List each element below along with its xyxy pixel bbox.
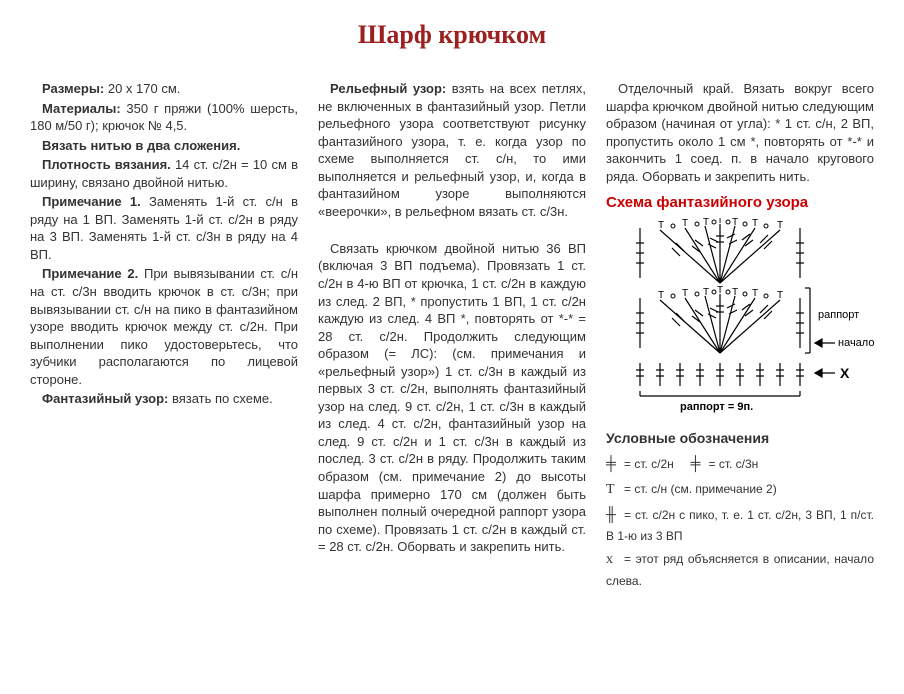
col1-density-label: Плотность вязания. (42, 157, 171, 172)
col1-sizes-text: 20 x 170 см. (104, 81, 180, 96)
fantasy-pattern-diagram: T T T T T T T (606, 218, 874, 413)
legend-title: Условные обозначения (606, 429, 874, 448)
svg-text:T: T (777, 220, 783, 231)
svg-text:T: T (703, 218, 709, 228)
col1-fantasy-label: Фантазийный узор: (42, 391, 168, 406)
svg-text:T: T (658, 290, 664, 301)
nachalo-label: начало (838, 337, 874, 349)
col2-relief-label: Рельефный узор: (330, 81, 446, 96)
col1-fantasy: Фантазийный узор: вязать по схеме. (30, 390, 298, 408)
scheme-title: Схема фантазийного узора (606, 193, 874, 213)
symbol-s3n-icon: ╪ (690, 454, 708, 476)
col1-materials-label: Материалы: (42, 101, 121, 116)
col1-fantasy-text: вязать по схеме. (168, 391, 272, 406)
legend-row-2: T= ст. с/н (см. примечание 2) (606, 479, 874, 501)
col3-edge: Отделочный край. Вязать вокруг всего шар… (606, 80, 874, 185)
svg-text:T: T (703, 287, 709, 298)
col1-note1: Примечание 1. Заменять 1-й ст. с/н в ряд… (30, 193, 298, 263)
x-label: X (840, 365, 850, 381)
legend-row-3: ╫= ст. с/2н с пико, т. е. 1 ст. с/2н, 3 … (606, 505, 874, 547)
legend-l2: = ст. с/н (см. примечание 2) (624, 482, 777, 496)
svg-text:T: T (752, 218, 758, 229)
rapport-v-label: раппорт (818, 309, 859, 321)
col1-materials: Материалы: 350 г пряжи (100% шерсть, 180… (30, 100, 298, 135)
col1-note2-text: При вывязывании ст. с/н на ст. с/3н ввод… (30, 266, 298, 386)
page-title: Шарф крючком (30, 20, 874, 50)
legend-l4: = этот ряд объясняется в описании, начал… (606, 552, 874, 587)
legend-row-4: x= этот ряд объясняется в описании, нача… (606, 549, 874, 591)
col1-note1-label: Примечание 1. (42, 194, 141, 209)
rapport-h-label: раппорт = 9п. (680, 401, 753, 413)
svg-text:T: T (717, 285, 723, 296)
column-2: Рельефный узор: взять на всех петлях, не… (318, 80, 586, 594)
symbol-x-icon: x (606, 549, 624, 571)
legend: ╪= ст. с/2н ╪= ст. с/3н T= ст. с/н (см. … (606, 454, 874, 591)
column-1: Размеры: 20 x 170 см. Материалы: 350 г п… (30, 80, 298, 594)
col2-relief: Рельефный узор: взять на всех петлях, не… (318, 80, 586, 220)
col1-note2: Примечание 2. При вывязывании ст. с/н на… (30, 265, 298, 388)
legend-l3: = ст. с/2н с пико, т. е. 1 ст. с/2н, 3 В… (606, 508, 874, 543)
col1-note2-label: Примечание 2. (42, 266, 138, 281)
col1-density: Плотность вязания. 14 ст. с/2н = 10 см в… (30, 156, 298, 191)
col2-main: Связать крючком двойной нитью 36 ВП (вкл… (318, 240, 586, 556)
svg-text:T: T (717, 218, 723, 226)
symbol-s2n-icon: ╪ (606, 454, 624, 476)
col1-thread-text: Вязать нитью в два сложения. (42, 138, 240, 153)
svg-text:T: T (732, 218, 738, 228)
content-columns: Размеры: 20 x 170 см. Материалы: 350 г п… (30, 80, 874, 594)
svg-text:T: T (777, 290, 783, 301)
legend-row-1: ╪= ст. с/2н ╪= ст. с/3н (606, 454, 874, 476)
svg-text:T: T (752, 288, 758, 299)
symbol-pico-icon: ╫ (606, 505, 624, 527)
svg-text:T: T (682, 218, 688, 229)
svg-text:T: T (658, 220, 664, 231)
svg-text:T: T (682, 288, 688, 299)
column-3: Отделочный край. Вязать вокруг всего шар… (606, 80, 874, 594)
legend-l1a: = ст. с/2н (624, 457, 674, 471)
col1-sizes-label: Размеры: (42, 81, 104, 96)
symbol-t-icon: T (606, 479, 624, 501)
col2-relief-text: взять на всех петлях, не включенных в фа… (318, 81, 586, 219)
col1-sizes: Размеры: 20 x 170 см. (30, 80, 298, 98)
svg-text:T: T (732, 287, 738, 298)
col1-thread: Вязать нитью в два сложения. (30, 137, 298, 155)
legend-l1b: = ст. с/3н (708, 457, 758, 471)
